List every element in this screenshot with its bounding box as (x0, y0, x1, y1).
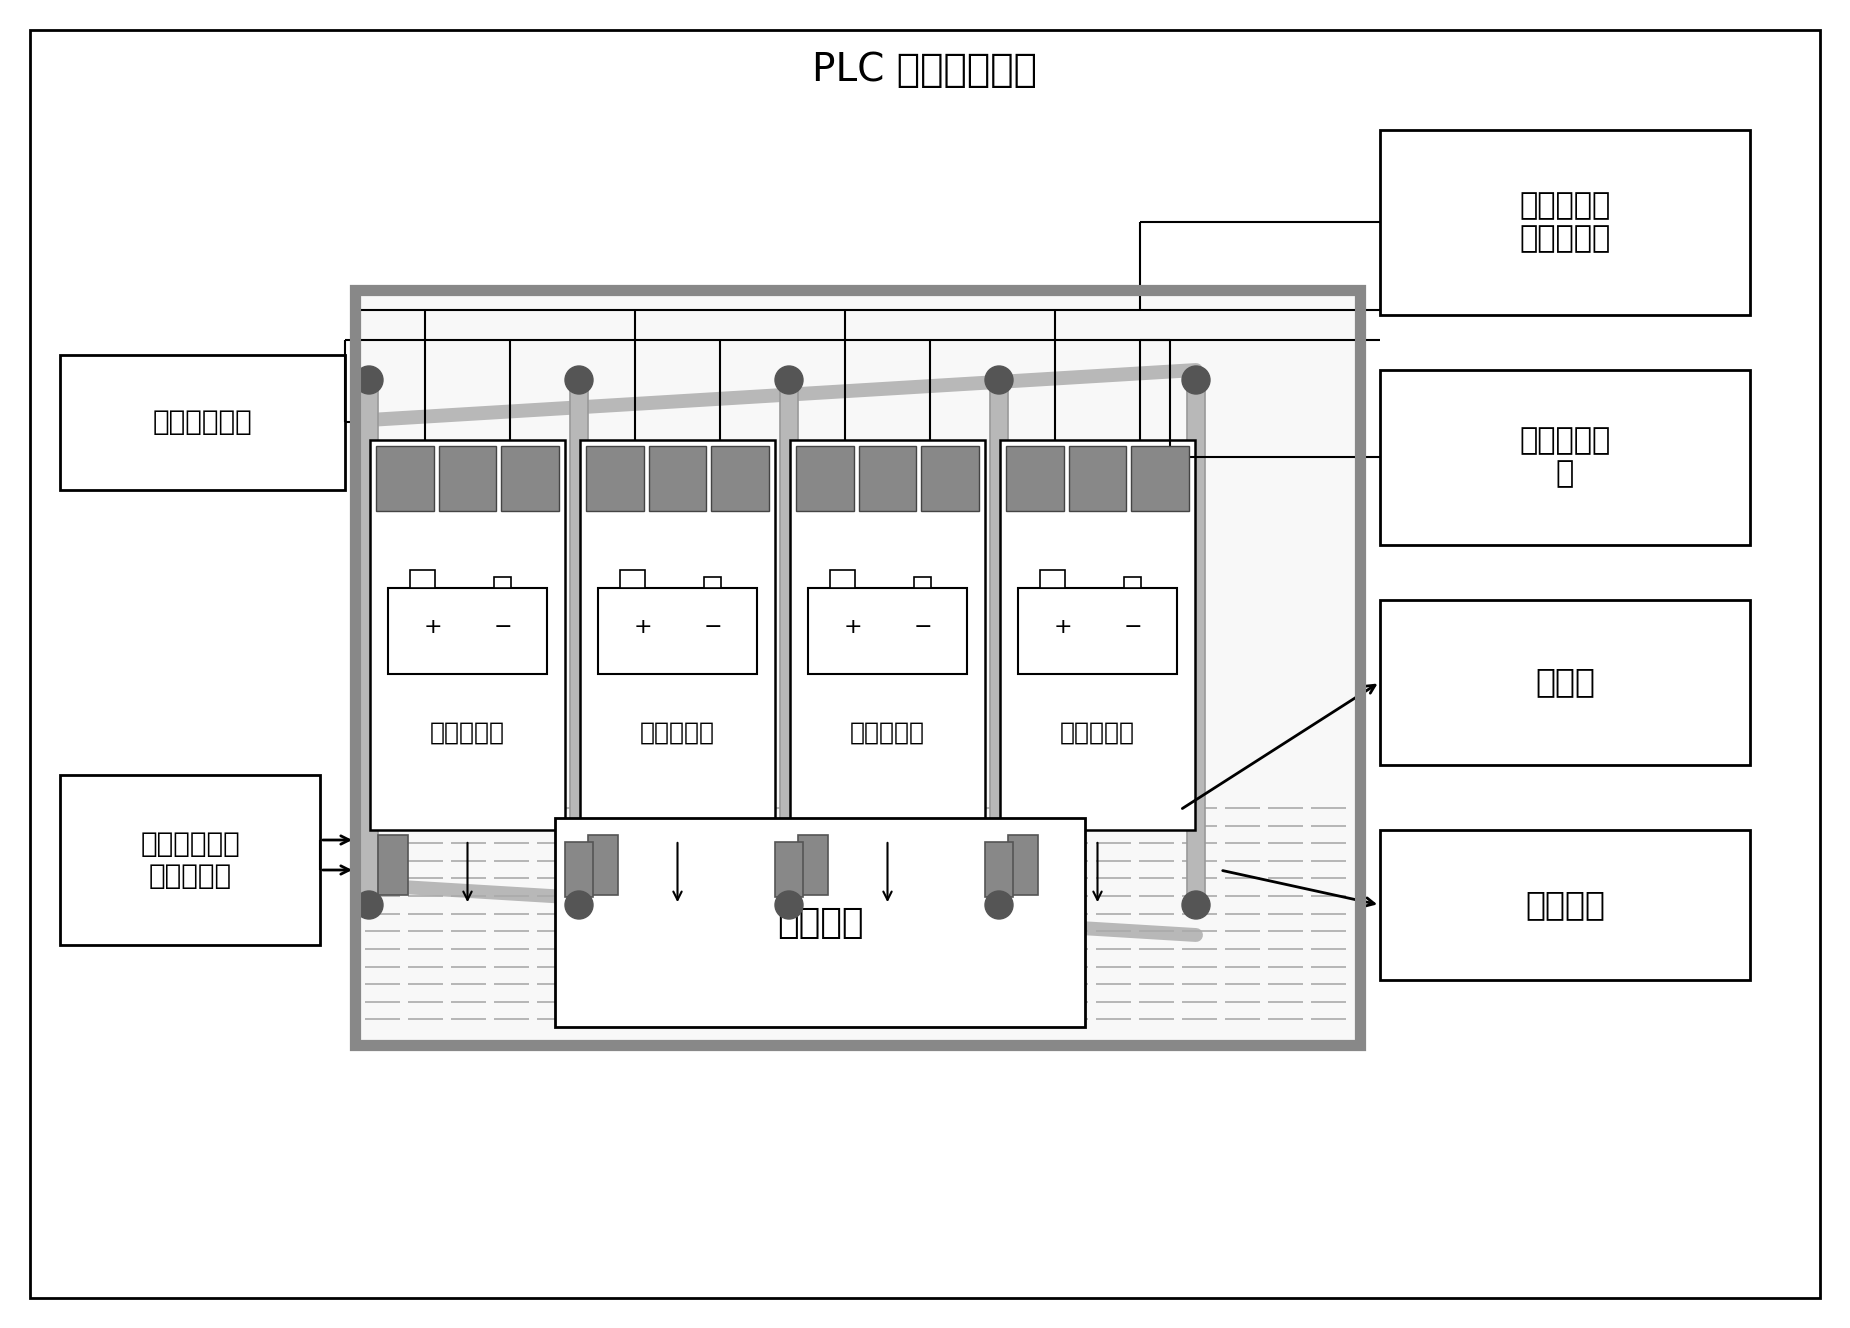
Circle shape (355, 367, 383, 394)
Bar (790, 440, 984, 830)
Text: PLC 系统控制模块: PLC 系统控制模块 (812, 50, 1038, 89)
Circle shape (564, 367, 594, 394)
Text: 消防检测模块: 消防检测模块 (152, 408, 252, 436)
Text: 锂电池模块: 锂电池模块 (1060, 721, 1136, 745)
Bar (808, 588, 968, 675)
Text: 锂电池模块: 锂电池模块 (849, 721, 925, 745)
Bar (376, 446, 433, 511)
Bar (588, 835, 618, 895)
Bar (984, 842, 1014, 896)
Bar (564, 842, 594, 896)
Bar (1380, 600, 1750, 765)
Bar (796, 446, 853, 511)
Circle shape (984, 891, 1014, 919)
Bar (797, 835, 829, 895)
Bar (555, 818, 1084, 1027)
Text: 隔离件: 隔离件 (1536, 665, 1595, 699)
Bar (1008, 835, 1038, 895)
Text: −: − (494, 616, 512, 637)
Bar (355, 290, 1360, 1045)
Bar (775, 842, 803, 896)
Bar (438, 446, 496, 511)
Bar (1380, 130, 1750, 315)
Bar (59, 355, 344, 490)
Bar (921, 446, 979, 511)
Text: 消防模块: 消防模块 (777, 906, 864, 939)
Bar (1069, 446, 1127, 511)
Bar (1001, 440, 1195, 830)
Bar (1123, 578, 1141, 588)
Bar (858, 446, 916, 511)
Text: 驱动装置: 驱动装置 (1524, 888, 1606, 922)
Bar (649, 446, 707, 511)
Bar (712, 446, 770, 511)
Bar (501, 446, 559, 511)
Bar (59, 776, 320, 946)
Bar (494, 578, 511, 588)
Bar (388, 588, 548, 675)
Bar (1040, 570, 1066, 588)
Circle shape (1182, 367, 1210, 394)
Bar (586, 446, 644, 511)
Circle shape (984, 367, 1014, 394)
Bar (1380, 371, 1750, 544)
Circle shape (355, 891, 383, 919)
Bar (411, 570, 435, 588)
Text: +: + (424, 616, 442, 637)
Bar (831, 570, 855, 588)
Text: 锂电池模块: 锂电池模块 (429, 721, 505, 745)
Bar (361, 380, 377, 904)
Text: 柜门控制模
块: 柜门控制模 块 (1519, 426, 1611, 489)
Circle shape (1182, 891, 1210, 919)
Bar (598, 588, 757, 675)
Bar (990, 380, 1008, 904)
Text: +: + (1053, 616, 1071, 637)
Bar (703, 578, 722, 588)
Circle shape (775, 367, 803, 394)
Bar (370, 440, 564, 830)
Bar (1006, 446, 1064, 511)
Bar (1188, 380, 1204, 904)
Bar (1018, 588, 1177, 675)
Bar (377, 835, 409, 895)
Bar (1380, 830, 1750, 980)
Text: +: + (844, 616, 862, 637)
Bar (355, 290, 1360, 1045)
Text: 锂电池模块: 锂电池模块 (640, 721, 714, 745)
Text: 供电模块以
及报警模块: 供电模块以 及报警模块 (1519, 191, 1611, 254)
Circle shape (564, 891, 594, 919)
Bar (620, 570, 646, 588)
Bar (914, 578, 931, 588)
Text: 温度传感器以
及加热模块: 温度传感器以 及加热模块 (141, 830, 240, 890)
Text: −: − (1123, 616, 1141, 637)
Text: −: − (914, 616, 932, 637)
Bar (581, 440, 775, 830)
Bar (1132, 446, 1190, 511)
Text: −: − (703, 616, 722, 637)
Bar (570, 380, 588, 904)
Bar (781, 380, 797, 904)
Circle shape (775, 891, 803, 919)
Text: +: + (633, 616, 651, 637)
